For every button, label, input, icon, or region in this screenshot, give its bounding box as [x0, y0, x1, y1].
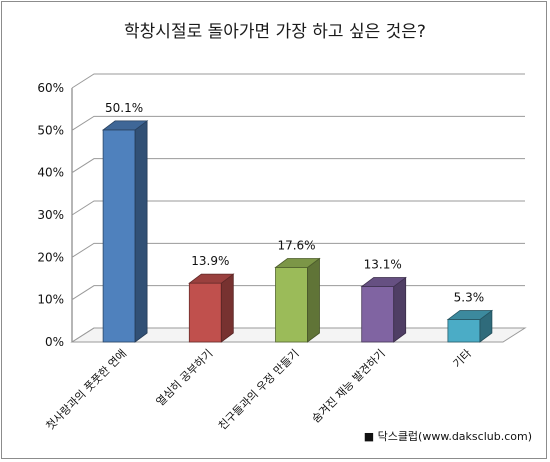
bar-top	[101, 120, 149, 131]
bar-side	[307, 257, 320, 343]
bar-front	[361, 286, 395, 343]
x-tick-label: 열심히 공부하기	[153, 346, 215, 408]
bar-top	[446, 310, 494, 320]
bar-front	[188, 282, 222, 343]
data-label: 13.9%	[191, 254, 229, 268]
data-label: 17.6%	[277, 238, 315, 252]
x-tick-label: 친구들과의 우정 만들기	[216, 347, 302, 433]
y-tick-label: 60%	[37, 81, 64, 95]
bars	[101, 120, 494, 343]
gridline	[71, 115, 525, 131]
gridline	[71, 242, 525, 258]
bar-top	[188, 273, 235, 284]
bar-side	[134, 120, 148, 343]
x-tick-label: 첫사랑과의 풋풋한 연애	[44, 347, 130, 433]
x-tick-label: 기타	[451, 347, 475, 371]
bar-front	[102, 129, 136, 343]
y-tick-label: 20%	[37, 250, 64, 264]
y-tick-label: 50%	[37, 123, 64, 137]
data-label: 13.1%	[364, 258, 402, 272]
y-tick-label: 40%	[37, 166, 64, 180]
gridline	[71, 158, 525, 174]
data-label: 50.1%	[105, 101, 143, 115]
gridline	[71, 200, 525, 216]
bar-front	[447, 319, 481, 343]
bar-side	[393, 276, 407, 343]
bar-side	[220, 273, 234, 343]
y-tick-label: 30%	[37, 208, 64, 222]
chart-title: 학창시절로 돌아가면 가장 하고 싶은 것은?	[124, 22, 426, 42]
bar-top	[274, 258, 321, 268]
x-axis-labels: 첫사랑과의 풋풋한 연애 열심히 공부하기 친구들과의 우정 만들기 숨겨진 재능 발…	[44, 346, 475, 432]
bar-front	[275, 267, 308, 343]
y-tick-label: 10%	[37, 293, 64, 307]
x-tick-label: 숨겨진 재능 발견하기	[309, 346, 388, 425]
data-label: 5.3%	[454, 291, 485, 305]
gridline	[71, 73, 525, 89]
data-labels: 50.1% 13.9% 17.6% 13.1% 5.3%	[105, 101, 484, 305]
y-axis-ticks: 0% 10% 20% 30% 40% 50% 60%	[37, 81, 64, 349]
bar	[188, 273, 235, 343]
bar	[101, 120, 149, 343]
y-tick-label: 0%	[45, 335, 64, 349]
bar	[360, 276, 407, 343]
source-label: ■ 닥스클럽(www.daksclub.com)	[364, 429, 532, 443]
bar	[274, 257, 321, 343]
bar	[446, 309, 494, 343]
bar-top	[360, 277, 407, 287]
